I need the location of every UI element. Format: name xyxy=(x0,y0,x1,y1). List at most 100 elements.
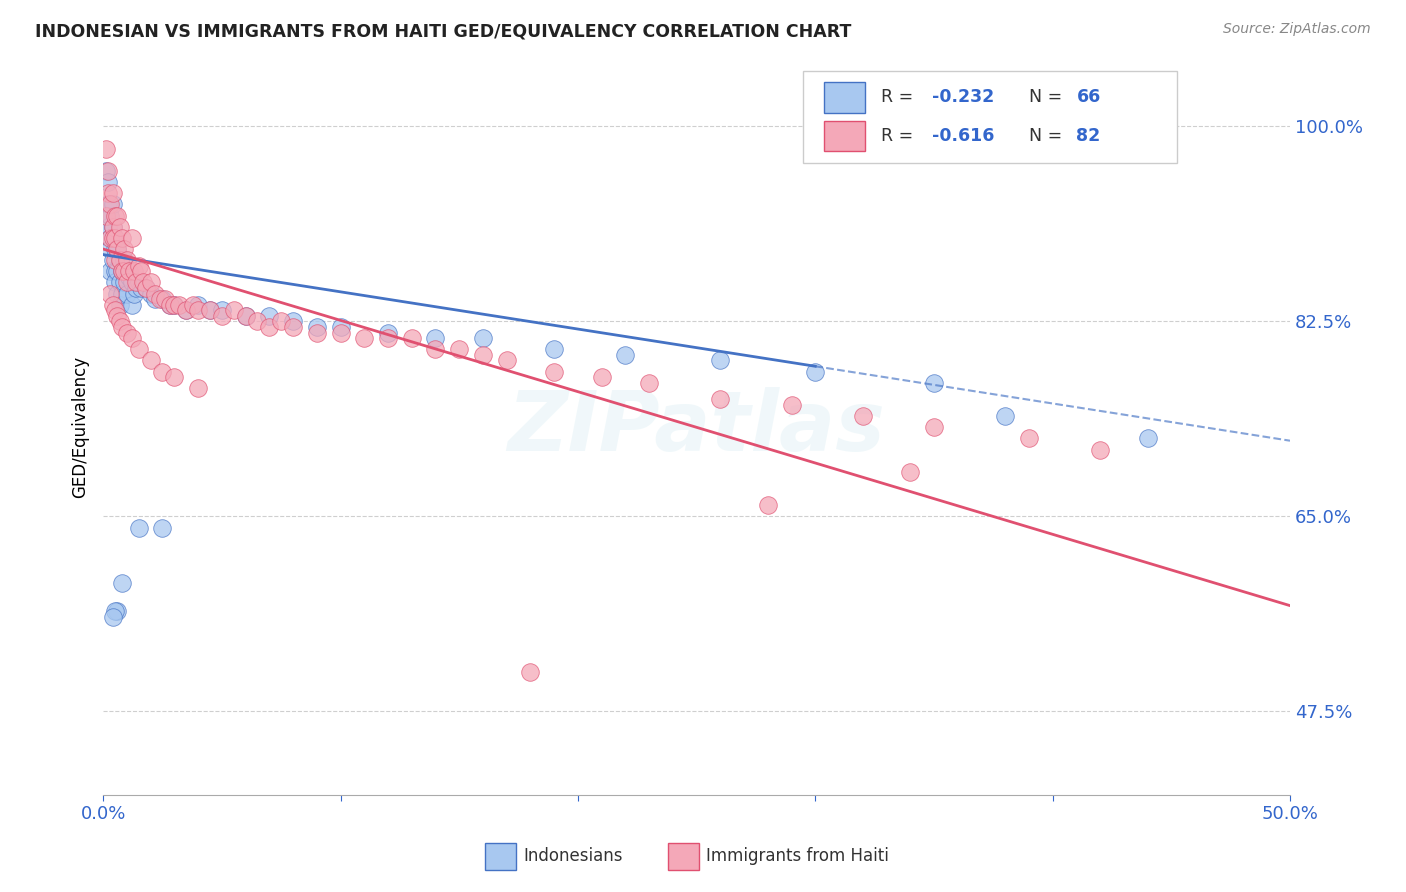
Point xyxy=(174,303,197,318)
Point xyxy=(101,298,124,312)
Point xyxy=(709,392,731,407)
Point xyxy=(143,292,166,306)
Point xyxy=(852,409,875,424)
Point xyxy=(135,281,157,295)
Point xyxy=(111,576,134,591)
Point xyxy=(353,331,375,345)
Point xyxy=(235,309,257,323)
Point xyxy=(183,298,205,312)
Text: Source: ZipAtlas.com: Source: ZipAtlas.com xyxy=(1223,22,1371,37)
Point xyxy=(128,276,150,290)
Point xyxy=(122,264,145,278)
Point xyxy=(121,298,143,312)
Point xyxy=(105,309,128,323)
Point xyxy=(111,320,134,334)
Point xyxy=(152,365,174,379)
Bar xyxy=(824,120,865,152)
Point xyxy=(495,353,517,368)
Point xyxy=(105,604,128,618)
Point xyxy=(104,231,127,245)
Point xyxy=(128,521,150,535)
Point xyxy=(471,331,494,345)
Point xyxy=(98,209,121,223)
Point xyxy=(97,164,120,178)
Text: N =: N = xyxy=(1029,127,1067,145)
Text: N =: N = xyxy=(1029,88,1067,106)
Point xyxy=(105,286,128,301)
Point xyxy=(425,343,447,357)
Point xyxy=(1136,432,1159,446)
Point xyxy=(139,276,162,290)
Point xyxy=(121,331,143,345)
Point xyxy=(118,264,141,278)
Point xyxy=(98,286,121,301)
Point xyxy=(163,298,186,312)
Point xyxy=(111,264,134,278)
Point xyxy=(614,348,637,362)
Point xyxy=(149,292,172,306)
Point xyxy=(519,665,541,680)
Point xyxy=(129,264,152,278)
Point xyxy=(101,219,124,234)
Point xyxy=(152,292,174,306)
Point xyxy=(922,376,945,390)
Point xyxy=(259,320,281,334)
Point xyxy=(709,353,731,368)
Point xyxy=(329,326,352,340)
Point xyxy=(97,197,120,211)
Point xyxy=(198,303,221,318)
Point xyxy=(108,253,131,268)
Point xyxy=(101,197,124,211)
Point xyxy=(94,209,117,223)
Point xyxy=(187,298,209,312)
Point xyxy=(108,276,131,290)
Point xyxy=(543,365,565,379)
Point xyxy=(128,259,150,273)
Point xyxy=(115,276,138,290)
Point xyxy=(153,292,176,306)
Point xyxy=(152,521,174,535)
Point xyxy=(1088,442,1111,457)
Point xyxy=(1018,432,1040,446)
Point xyxy=(211,303,233,318)
Point xyxy=(98,264,121,278)
Text: 66: 66 xyxy=(1077,88,1101,106)
Point xyxy=(471,348,494,362)
Point xyxy=(425,331,447,345)
Point xyxy=(121,276,143,290)
Point xyxy=(98,231,121,245)
Point xyxy=(270,314,292,328)
Point xyxy=(329,320,352,334)
Point xyxy=(104,604,127,618)
Point xyxy=(108,253,131,268)
Point xyxy=(139,286,162,301)
Point xyxy=(449,343,471,357)
Point xyxy=(105,209,128,223)
Point xyxy=(756,499,779,513)
Point xyxy=(211,309,233,323)
Point xyxy=(121,231,143,245)
Point xyxy=(101,186,124,201)
Point xyxy=(97,175,120,189)
Point xyxy=(143,286,166,301)
Point xyxy=(129,281,152,295)
Bar xyxy=(824,82,865,112)
Point xyxy=(108,298,131,312)
Point xyxy=(222,303,245,318)
Point xyxy=(638,376,661,390)
Point xyxy=(114,242,136,256)
Point xyxy=(780,398,803,412)
Point xyxy=(115,286,138,301)
Point xyxy=(104,276,127,290)
Point xyxy=(125,276,148,290)
Point xyxy=(401,331,423,345)
Point xyxy=(135,281,157,295)
Point xyxy=(101,609,124,624)
Point xyxy=(98,197,121,211)
Point xyxy=(105,264,128,278)
Text: Indonesians: Indonesians xyxy=(523,847,623,865)
Point xyxy=(128,343,150,357)
Point xyxy=(305,320,328,334)
Point xyxy=(281,314,304,328)
Point xyxy=(98,231,121,245)
